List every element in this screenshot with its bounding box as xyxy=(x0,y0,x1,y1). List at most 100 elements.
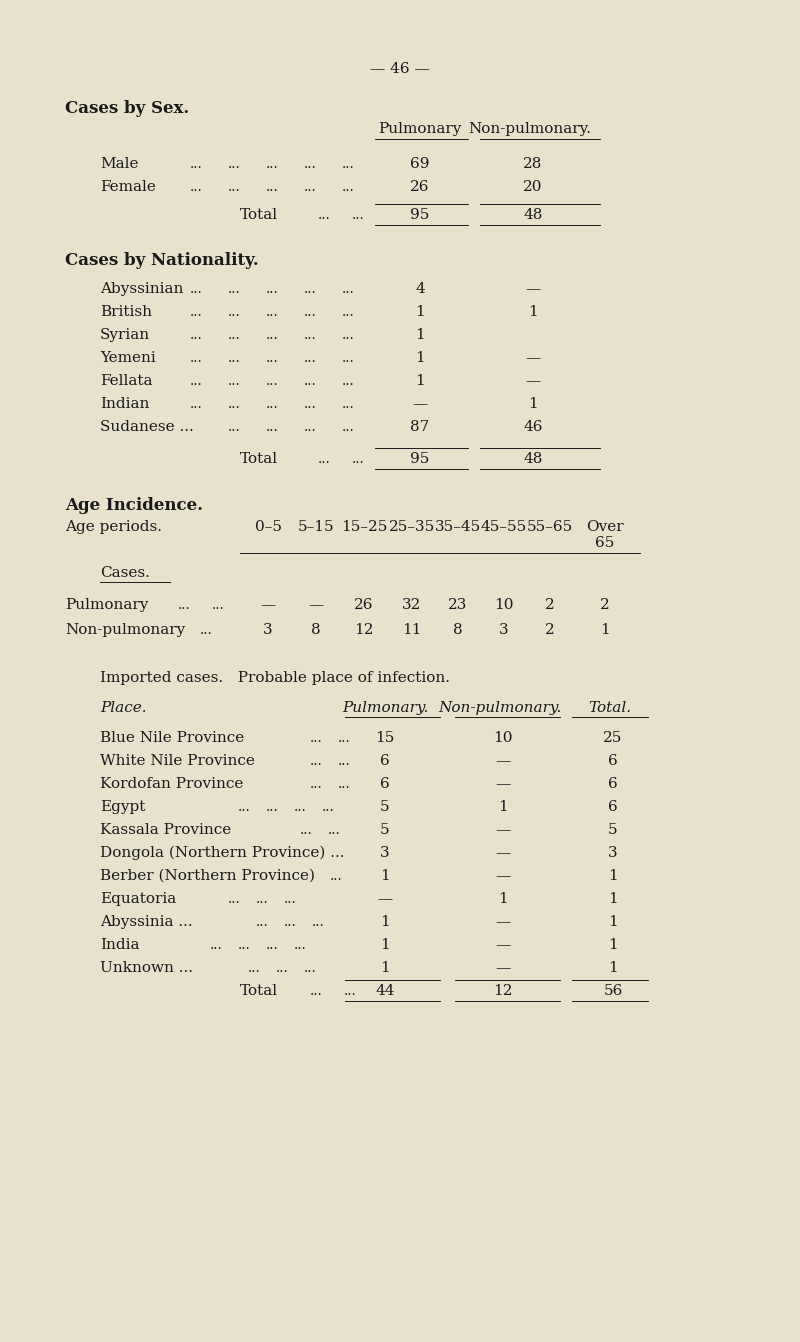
Text: ...: ... xyxy=(190,305,202,319)
Text: Indian: Indian xyxy=(100,397,150,411)
Text: ...: ... xyxy=(352,208,365,221)
Text: —: — xyxy=(495,915,510,929)
Text: 32: 32 xyxy=(402,599,422,612)
Text: Total.: Total. xyxy=(589,701,631,715)
Text: Kordofan Province: Kordofan Province xyxy=(100,777,243,790)
Text: Blue Nile Province: Blue Nile Province xyxy=(100,731,244,745)
Text: ...: ... xyxy=(310,754,322,768)
Text: ...: ... xyxy=(256,915,269,929)
Text: ...: ... xyxy=(338,754,350,768)
Text: —: — xyxy=(412,397,428,411)
Text: ...: ... xyxy=(284,892,297,906)
Text: 11: 11 xyxy=(402,623,422,637)
Text: ...: ... xyxy=(342,374,354,388)
Text: 26: 26 xyxy=(410,180,430,195)
Text: ...: ... xyxy=(266,157,278,170)
Text: 45–55: 45–55 xyxy=(481,519,527,534)
Text: ...: ... xyxy=(190,374,202,388)
Text: 1: 1 xyxy=(380,961,390,976)
Text: ...: ... xyxy=(266,397,278,411)
Text: ...: ... xyxy=(228,397,241,411)
Text: ...: ... xyxy=(266,352,278,365)
Text: Non-pulmonary.: Non-pulmonary. xyxy=(469,122,591,136)
Text: ...: ... xyxy=(228,327,241,342)
Text: 1: 1 xyxy=(498,892,508,906)
Text: Berber (Northern Province): Berber (Northern Province) xyxy=(100,870,315,883)
Text: ...: ... xyxy=(310,777,322,790)
Text: 10: 10 xyxy=(494,599,514,612)
Text: ...: ... xyxy=(304,305,317,319)
Text: —: — xyxy=(495,938,510,951)
Text: ...: ... xyxy=(266,282,278,297)
Text: 15–25: 15–25 xyxy=(341,519,387,534)
Text: ...: ... xyxy=(342,420,354,433)
Text: 3: 3 xyxy=(499,623,509,637)
Text: 8: 8 xyxy=(453,623,463,637)
Text: 26: 26 xyxy=(354,599,374,612)
Text: ...: ... xyxy=(304,327,317,342)
Text: Cases.: Cases. xyxy=(100,566,150,580)
Text: ...: ... xyxy=(200,623,213,637)
Text: Sudanese ...: Sudanese ... xyxy=(100,420,194,433)
Text: ...: ... xyxy=(228,305,241,319)
Text: ...: ... xyxy=(266,420,278,433)
Text: ...: ... xyxy=(190,157,202,170)
Text: ...: ... xyxy=(338,777,350,790)
Text: —: — xyxy=(526,352,541,365)
Text: ...: ... xyxy=(228,157,241,170)
Text: ...: ... xyxy=(304,397,317,411)
Text: 1: 1 xyxy=(608,892,618,906)
Text: ...: ... xyxy=(342,352,354,365)
Text: ...: ... xyxy=(344,984,357,998)
Text: ...: ... xyxy=(342,305,354,319)
Text: 95: 95 xyxy=(410,208,430,221)
Text: Cases by Nationality.: Cases by Nationality. xyxy=(65,252,258,268)
Text: 1: 1 xyxy=(600,623,610,637)
Text: 46: 46 xyxy=(523,420,542,433)
Text: ...: ... xyxy=(304,180,317,195)
Text: Abyssinian: Abyssinian xyxy=(100,282,183,297)
Text: 12: 12 xyxy=(494,984,513,998)
Text: 28: 28 xyxy=(523,157,542,170)
Text: Pulmonary.: Pulmonary. xyxy=(342,701,428,715)
Text: ...: ... xyxy=(266,800,278,815)
Text: Cases by Sex.: Cases by Sex. xyxy=(65,101,190,117)
Text: 5: 5 xyxy=(380,800,390,815)
Text: 65: 65 xyxy=(595,535,614,550)
Text: 56: 56 xyxy=(603,984,622,998)
Text: 95: 95 xyxy=(410,452,430,466)
Text: ...: ... xyxy=(330,870,342,883)
Text: White Nile Province: White Nile Province xyxy=(100,754,255,768)
Text: 25: 25 xyxy=(603,731,622,745)
Text: 6: 6 xyxy=(608,754,618,768)
Text: ...: ... xyxy=(304,282,317,297)
Text: ...: ... xyxy=(238,938,250,951)
Text: 44: 44 xyxy=(375,984,394,998)
Text: ...: ... xyxy=(228,282,241,297)
Text: ...: ... xyxy=(294,800,306,815)
Text: —: — xyxy=(495,823,510,837)
Text: 2: 2 xyxy=(545,623,555,637)
Text: —: — xyxy=(495,754,510,768)
Text: 6: 6 xyxy=(608,777,618,790)
Text: 1: 1 xyxy=(608,870,618,883)
Text: ...: ... xyxy=(190,282,202,297)
Text: Over: Over xyxy=(586,519,624,534)
Text: 23: 23 xyxy=(448,599,468,612)
Text: ...: ... xyxy=(318,208,330,221)
Text: ...: ... xyxy=(190,352,202,365)
Text: Unknown ...: Unknown ... xyxy=(100,961,193,976)
Text: —: — xyxy=(526,374,541,388)
Text: ...: ... xyxy=(342,180,354,195)
Text: 1: 1 xyxy=(498,800,508,815)
Text: 1: 1 xyxy=(380,938,390,951)
Text: 4: 4 xyxy=(415,282,425,297)
Text: ...: ... xyxy=(228,420,241,433)
Text: 5: 5 xyxy=(380,823,390,837)
Text: 48: 48 xyxy=(523,208,542,221)
Text: ...: ... xyxy=(342,282,354,297)
Text: Dongola (Northern Province) ...: Dongola (Northern Province) ... xyxy=(100,845,345,860)
Text: 1: 1 xyxy=(380,915,390,929)
Text: ...: ... xyxy=(228,374,241,388)
Text: 5: 5 xyxy=(608,823,618,837)
